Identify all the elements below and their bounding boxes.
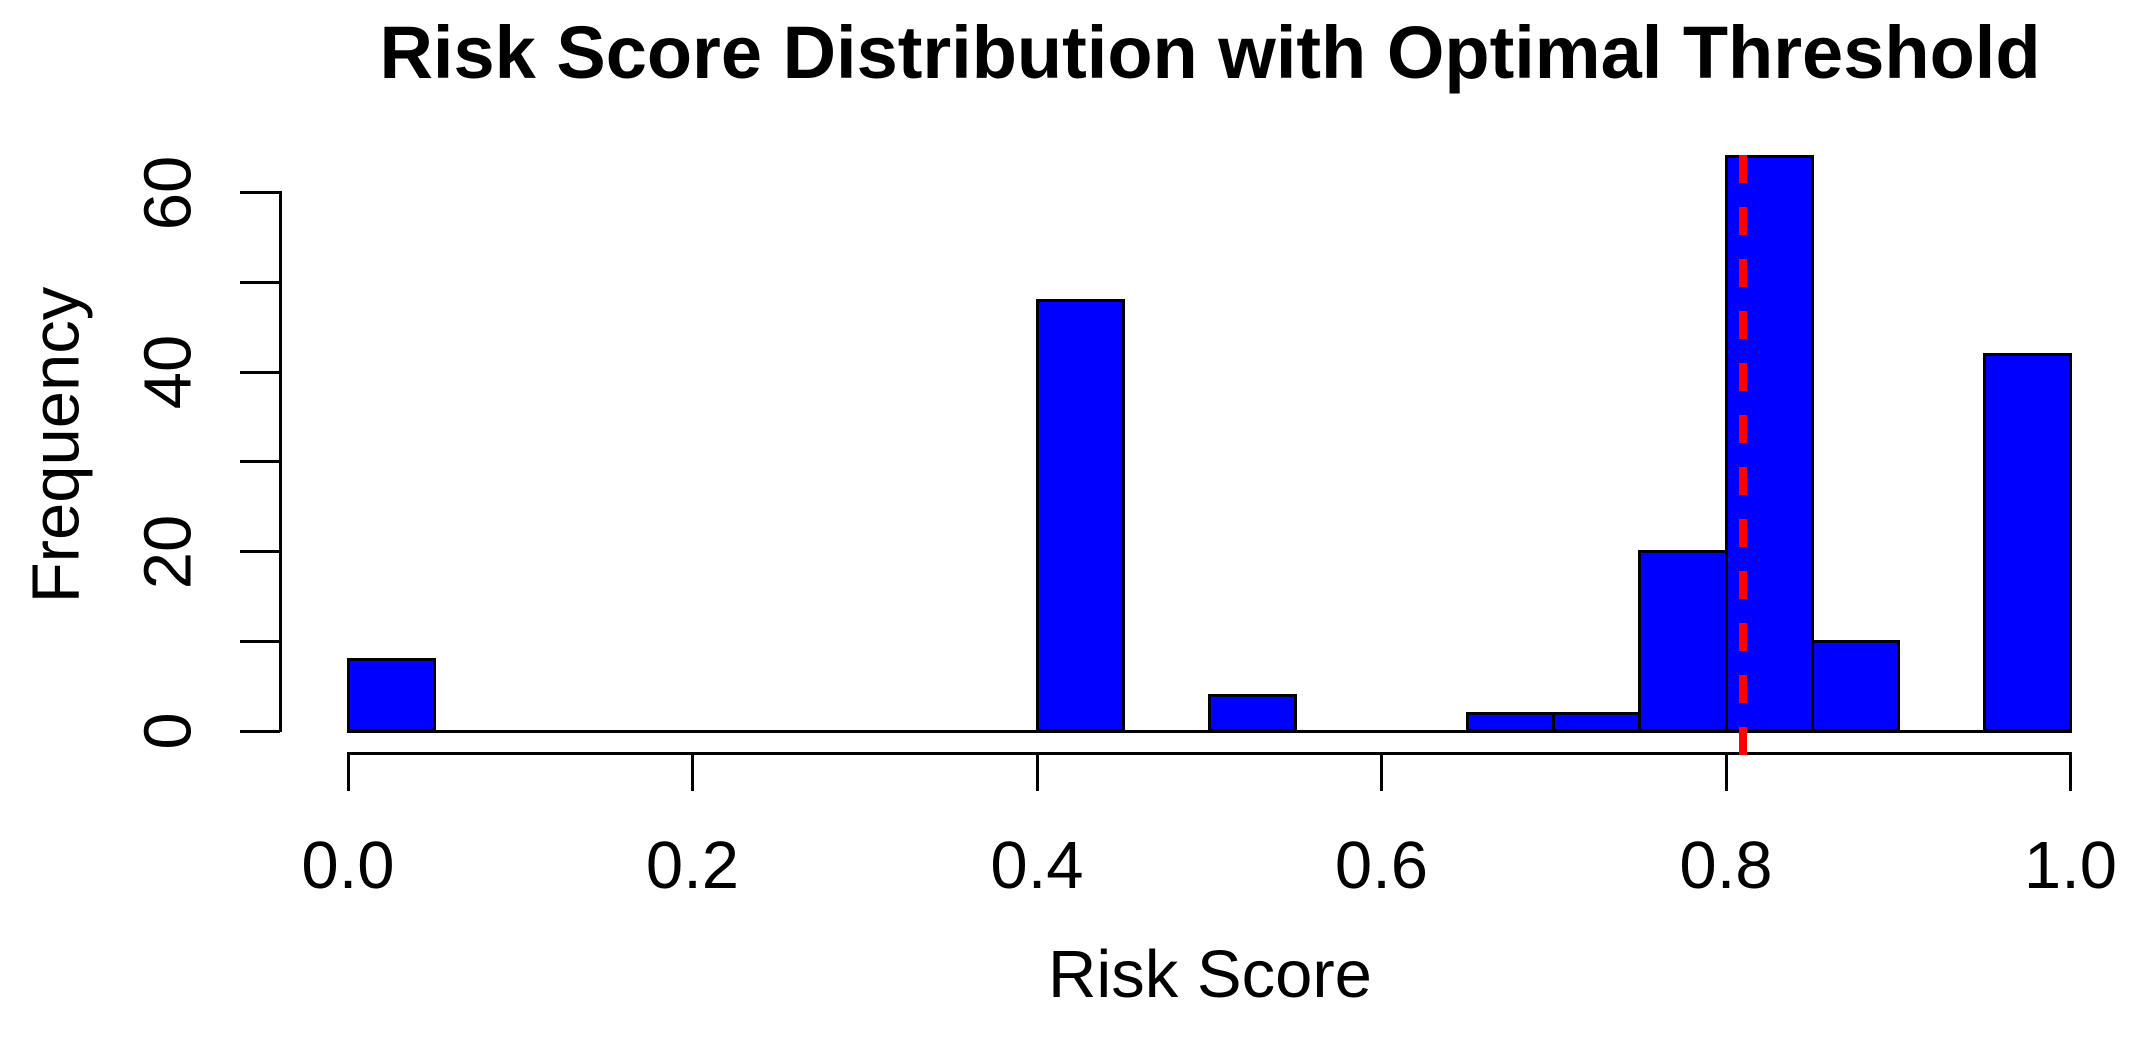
chart-title: Risk Score Distribution with Optimal Thr… [379, 11, 2041, 94]
y-tick-label: 20 [130, 514, 206, 589]
y-tick-label: 60 [130, 155, 206, 231]
histogram-bar [346, 657, 436, 733]
histogram-bar [1982, 352, 2072, 733]
threshold-line [1739, 155, 1748, 755]
y-tick-label: 0 [130, 712, 206, 750]
x-axis-tick [1724, 753, 1728, 791]
histogram-baseline [346, 729, 2072, 733]
x-axis-tick [346, 753, 350, 791]
x-tick-label: 1.0 [2023, 828, 2118, 903]
y-axis-tick [240, 460, 280, 464]
x-axis-tick [1035, 753, 1039, 791]
histogram-bar [1810, 639, 1900, 733]
x-axis-line [346, 751, 2072, 755]
x-tick-label: 0.2 [645, 828, 740, 903]
y-axis-tick [240, 729, 280, 733]
histogram-bar [1035, 298, 1125, 733]
x-tick-label: 0.4 [990, 828, 1084, 903]
histogram-bar [1207, 693, 1297, 733]
x-tick-label: 0.0 [301, 828, 395, 903]
y-axis-tick [240, 191, 280, 195]
x-tick-label: 0.8 [1679, 828, 1773, 903]
x-axis-tick [691, 753, 694, 791]
y-axis-tick [240, 370, 280, 374]
x-tick-label: 0.6 [1334, 828, 1429, 903]
y-axis-tick [240, 550, 280, 554]
x-axis-tick [1380, 753, 1383, 791]
y-axis-tick [240, 639, 280, 643]
y-axis-line [278, 191, 282, 733]
histogram-bar [1724, 155, 1814, 733]
y-axis-tick [240, 281, 280, 284]
y-tick-label: 40 [130, 334, 206, 410]
x-axis-label: Risk Score [1048, 937, 1372, 1012]
histogram-bar [1638, 550, 1728, 733]
x-axis-tick [2069, 753, 2072, 791]
